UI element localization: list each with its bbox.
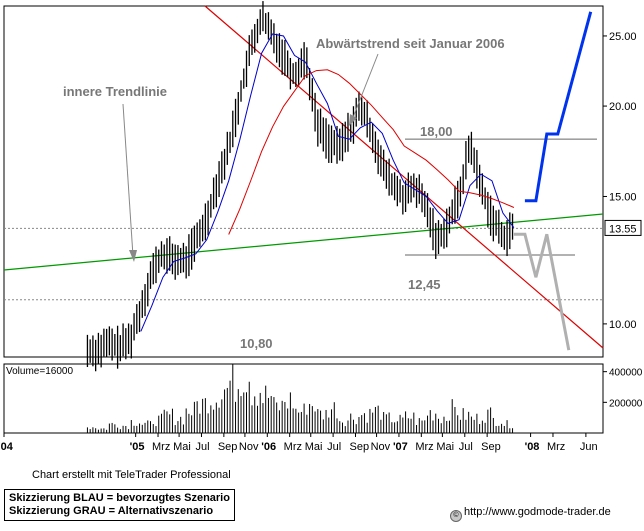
x-tick-label: Jul — [195, 441, 209, 453]
x-tick-label: Jul — [459, 441, 473, 453]
x-tick-label: Mrz — [415, 441, 433, 453]
x-tick-label: '06 — [261, 441, 276, 453]
legend-grey-text: Skizzierung GRAU = Alternativszenario — [9, 505, 214, 517]
downtrend-line — [204, 5, 604, 349]
moving-average-red — [228, 69, 515, 235]
inner-trendline — [3, 213, 604, 271]
last-price-box — [604, 219, 642, 236]
annotation-inner-trendline: innere Trendlinie — [63, 84, 167, 99]
scenario-legend: Skizzierung BLAU = bevorzugtes Szenario … — [4, 489, 235, 521]
stock-chart: 10.00 15.00 20.00 25.00 13.55 Abwärtstrend se… — [0, 1, 643, 453]
x-tick-label: Sep — [350, 441, 370, 453]
annotation-level-1080: 10,80 — [240, 336, 273, 351]
website-link[interactable]: http://www.godmode-trader.de — [464, 506, 611, 518]
x-tick-label: Mai — [436, 441, 454, 453]
last-price-label: 13.55 — [609, 223, 637, 235]
price-tick-label: 20.00 — [609, 101, 637, 113]
volume-panel — [3, 363, 604, 434]
x-tick-label: Jul — [327, 441, 341, 453]
scenario-blue-path — [524, 11, 593, 203]
volume-tick-label: 200000 — [609, 398, 643, 409]
annotation-downtrend-arrowhead — [349, 114, 357, 126]
x-tick-label: Mai — [305, 441, 323, 453]
legend-blue-text: Skizzierung BLAU = bevorzugtes Szenario — [9, 492, 230, 504]
x-tick-label: Jun — [580, 441, 598, 453]
x-tick-label: Mai — [173, 441, 191, 453]
annotation-level-1245: 12,45 — [408, 277, 441, 292]
x-tick-label: Mrz — [284, 441, 302, 453]
godmode-icon: © — [450, 510, 462, 522]
x-tick-label: Sep — [218, 441, 238, 453]
price-tick-label: 25.00 — [609, 31, 637, 43]
moving-average-blue — [140, 33, 515, 332]
annotation-downtrend: Abwärtstrend seit Januar 2006 — [316, 36, 505, 51]
website-footer: © http://www.godmode-trader.de — [450, 506, 611, 522]
x-tick-label: Sep — [481, 441, 501, 453]
scenario-grey-path — [513, 232, 571, 351]
volume-label: Volume=16000 — [6, 366, 73, 377]
price-tick-label: 15.00 — [609, 191, 637, 203]
x-tick-label: '08 — [525, 441, 540, 453]
x-tick-label: '07 — [393, 441, 408, 453]
annotation-level-18: 18,00 — [420, 124, 453, 139]
price-tick-label: 10.00 — [609, 319, 637, 331]
annotation-inner-arrowhead — [129, 250, 137, 262]
annotation-downtrend-arrow — [351, 53, 379, 121]
x-tick-label: Mrz — [152, 441, 170, 453]
x-tick-label: '05 — [130, 441, 145, 453]
x-tick-label: Mrz — [547, 441, 565, 453]
chart-credit: Chart erstellt mit TeleTrader Profession… — [32, 469, 231, 481]
x-tick-label: '04 — [0, 441, 14, 453]
annotation-inner-arrow — [122, 103, 134, 257]
x-tick-label: Nov — [371, 441, 391, 453]
x-tick-label: Nov — [239, 441, 259, 453]
volume-tick-label: 400000 — [609, 368, 643, 379]
